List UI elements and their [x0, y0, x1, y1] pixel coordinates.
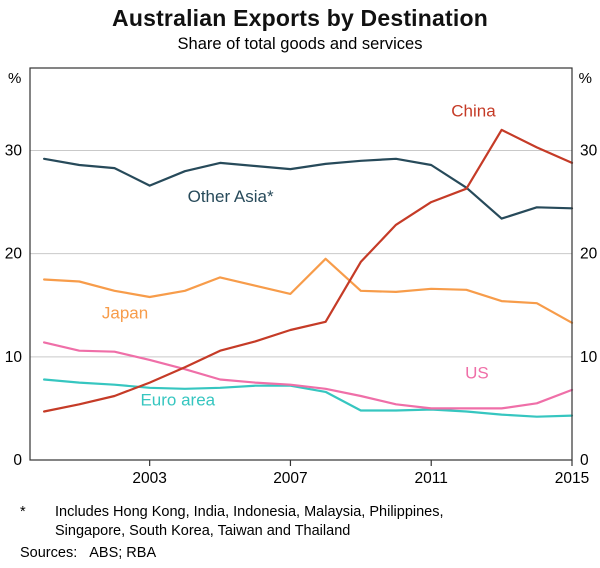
y-tick-label-left: 0 — [13, 452, 22, 469]
x-tick-label: 2007 — [273, 470, 307, 487]
y-axis-unit-right: % — [579, 70, 592, 87]
x-tick-label: 2011 — [415, 470, 448, 487]
series-label-us: US — [465, 364, 489, 383]
series-line-euroarea — [42, 378, 574, 418]
y-tick-label-left: 30 — [5, 143, 23, 160]
footnote-line-1: Includes Hong Kong, India, Indonesia, Ma… — [55, 504, 444, 520]
footnote-row: * Includes Hong Kong, India, Indonesia, … — [20, 503, 584, 540]
footnotes: * Includes Hong Kong, India, Indonesia, … — [0, 501, 600, 563]
y-axis-unit-left: % — [8, 70, 21, 87]
series-line-china — [42, 128, 574, 413]
footnote-text: Includes Hong Kong, India, Indonesia, Ma… — [55, 503, 584, 540]
y-tick-label-right: 30 — [580, 143, 598, 160]
plot-frame — [29, 67, 573, 461]
x-tick-label: 2003 — [132, 470, 166, 487]
series-label-japan: Japan — [102, 304, 148, 323]
series-line-otherasia — [42, 157, 574, 220]
y-tick-label-right: 20 — [580, 246, 598, 263]
series-label-otherasia: Other Asia* — [188, 187, 274, 206]
sources-label: Sources: — [20, 545, 78, 562]
chart-title: Australian Exports by Destination — [112, 5, 488, 31]
footnote-line-2: Singapore, South Korea, Taiwan and Thail… — [55, 522, 351, 539]
series-label-china: China — [451, 101, 496, 120]
y-tick-label-left: 10 — [5, 349, 23, 366]
series-label-euroarea: Euro area — [140, 390, 215, 409]
y-tick-label-right: 10 — [580, 349, 598, 366]
y-tick-label-right: 0 — [580, 452, 589, 469]
chart-subtitle: Share of total goods and services — [177, 35, 423, 53]
sources-value: ABS; RBA — [89, 545, 157, 562]
footnote-marker: * — [20, 504, 26, 520]
series-line-japan — [42, 257, 574, 324]
chart-area: 2003 2007 2011 2015 0 0 10 10 20 20 30 30%% Euro are… — [0, 56, 600, 501]
series-line-us — [42, 341, 574, 410]
sources-row: Sources: ABS; RBA — [20, 544, 584, 563]
y-tick-label-left: 20 — [5, 246, 23, 263]
x-tick-label: 2015 — [555, 470, 589, 487]
